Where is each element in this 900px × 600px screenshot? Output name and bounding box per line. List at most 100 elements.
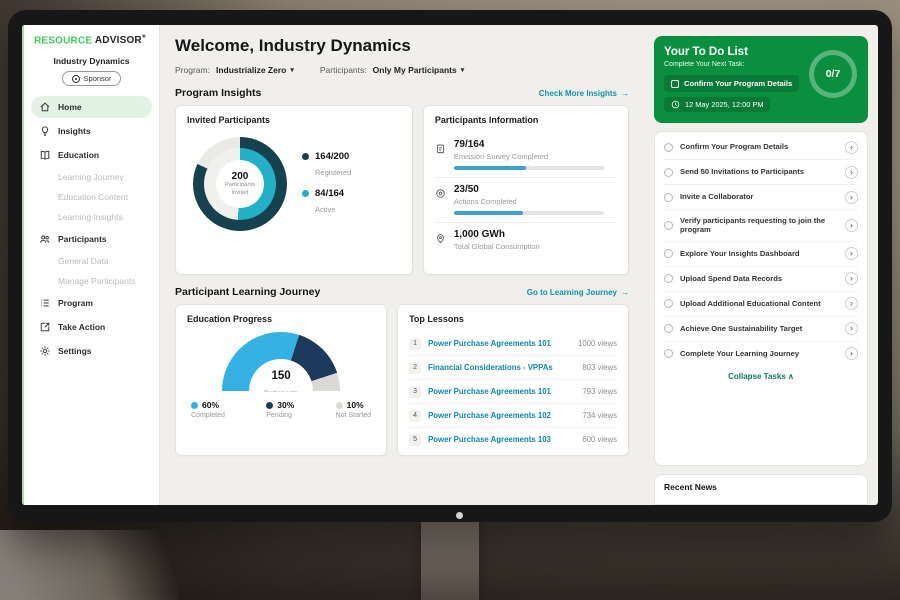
gauge-legend: 60% Completed 30% Pending 10% Not Starte… [187, 400, 375, 419]
section-title: Program Insights [175, 87, 262, 99]
power-led [456, 512, 463, 519]
sponsor-badge[interactable]: Sponsor [61, 71, 122, 87]
info-row-emission-survey: 79/164 Emission Survey Completed [434, 133, 617, 178]
clock-icon [671, 100, 680, 109]
task-item[interactable]: Send 50 Invitations to Participants › [664, 160, 858, 185]
task-item[interactable]: Explore Your Insights Dashboard › [664, 242, 858, 267]
program-filter[interactable]: Industrialize Zero ▾ [215, 65, 294, 75]
progress-bar [453, 166, 604, 170]
todo-next-task[interactable]: Confirm Your Program Details [664, 75, 800, 92]
program-insights-header: Program Insights Check More Insights → [175, 87, 629, 99]
go-to-learning-journey-link[interactable]: Go to Learning Journey → [526, 287, 629, 297]
todo-progress-ring: 0/7 [809, 50, 857, 98]
sidebar-item-manage-participants[interactable]: Manage Participants [58, 276, 136, 287]
dashboard-screen: RESOURCE ADVISOR+ Industry Dynamics Spon… [22, 25, 878, 505]
participants-filter[interactable]: Only My Participants ▾ [372, 65, 465, 75]
checkbox-icon[interactable] [664, 274, 673, 284]
chevron-right-icon[interactable]: › [845, 297, 858, 311]
checkbox-icon[interactable] [664, 349, 673, 359]
sidebar-item-program[interactable]: Program [31, 292, 152, 314]
checkbox-icon [671, 79, 679, 88]
sidebar-nav: Home Insights Education Learning Journey [31, 95, 152, 363]
legend-dot [191, 401, 198, 409]
chevron-down-icon: ▾ [290, 67, 294, 74]
sidebar-item-insights[interactable]: Insights [31, 120, 152, 142]
checkbox-icon[interactable] [664, 142, 673, 152]
people-icon [39, 233, 51, 245]
task-item[interactable]: Complete Your Learning Journey › [664, 342, 858, 366]
arrow-right-icon: → [621, 287, 629, 297]
chevron-right-icon[interactable]: › [845, 165, 858, 179]
legend-item-pending: 30% Pending [266, 400, 295, 419]
legend-item-not-started: 10% Not Started [335, 400, 372, 419]
education-gauge-chart: 150 Participants [222, 332, 341, 392]
lesson-link[interactable]: Power Purchase Agreements 101 [428, 387, 551, 396]
monitor: RESOURCE ADVISOR+ Industry Dynamics Spon… [8, 10, 892, 522]
sidebar-item-education-content[interactable]: Education Content [58, 192, 128, 203]
todo-progress-count: 0/7 [814, 55, 852, 93]
chevron-right-icon[interactable]: › [845, 190, 858, 204]
legend-dot [266, 401, 274, 409]
sidebar-item-take-action[interactable]: Take Action [31, 316, 152, 338]
org-name: Industry Dynamics [53, 56, 130, 67]
book-icon [39, 149, 51, 161]
task-item[interactable]: Invite a Collaborator › [664, 185, 858, 210]
task-item[interactable]: Upload Additional Educational Content › [664, 292, 858, 317]
clipboard-icon [435, 141, 446, 154]
checkbox-icon[interactable] [664, 324, 673, 334]
lesson-row: 3 Power Purchase Agreements 101 793 view… [409, 380, 617, 404]
lesson-link[interactable]: Power Purchase Agreements 101 [428, 339, 551, 348]
task-item[interactable]: Verify participants requesting to join t… [664, 210, 858, 242]
task-item[interactable]: Upload Spend Data Records › [664, 267, 858, 292]
task-item[interactable]: Achieve One Sustainability Target › [664, 317, 858, 342]
lesson-link[interactable]: Financial Considerations - VPPAs [428, 363, 553, 372]
lesson-link[interactable]: Power Purchase Agreements 103 [428, 435, 551, 444]
checkbox-icon[interactable] [664, 249, 673, 259]
sidebar-item-participants[interactable]: Participants [31, 228, 152, 250]
sidebar-item-learning-journey[interactable]: Learning Journey [58, 172, 124, 183]
progress-bar [453, 211, 604, 215]
checkbox-icon[interactable] [664, 220, 673, 230]
recent-news-header: Recent News [654, 474, 868, 505]
legend-item-completed: 60% Completed [191, 400, 225, 419]
card-title: Education Progress [187, 314, 273, 324]
chevron-right-icon[interactable]: › [845, 322, 858, 336]
chevron-right-icon[interactable]: › [845, 218, 858, 232]
checkbox-icon[interactable] [664, 299, 673, 309]
sidebar-item-general-data[interactable]: General Data [58, 256, 109, 267]
sidebar-item-settings[interactable]: Settings [31, 340, 152, 362]
lesson-row: 5 Power Purchase Agreements 103 600 view… [409, 428, 617, 451]
chevron-right-icon[interactable]: › [845, 247, 858, 261]
app-logo: RESOURCE ADVISOR+ [31, 34, 152, 46]
card-title: Participants Information [434, 115, 539, 125]
filter-bar: Program: Industrialize Zero ▾ Participan… [175, 65, 629, 75]
participants-information-card: Participants Information 79/164 Emission… [422, 105, 629, 275]
section-title: Participant Learning Journey [175, 286, 321, 298]
sidebar-item-learning-insights[interactable]: Learning Insights [58, 212, 123, 223]
chevron-right-icon[interactable]: › [845, 347, 858, 361]
collapse-tasks-link[interactable]: Collapse Tasks ∧ [728, 371, 794, 381]
lesson-row: 4 Power Purchase Agreements 102 734 view… [409, 404, 617, 428]
donut-center-label: 200 Participants Invited [216, 160, 264, 208]
program-filter-label: Program: [175, 65, 210, 75]
checkbox-icon[interactable] [664, 192, 673, 202]
chevron-down-icon: ▾ [460, 67, 465, 74]
chevron-right-icon[interactable]: › [845, 140, 858, 154]
lesson-link[interactable]: Power Purchase Agreements 102 [428, 411, 551, 420]
chevron-up-icon: ∧ [788, 371, 794, 381]
legend-item-registered: 164/200 Registered [302, 151, 351, 180]
card-title: Top Lessons [409, 314, 464, 324]
education-progress-card: Education Progress 150 Participants 60% [175, 304, 388, 456]
sidebar: RESOURCE ADVISOR+ Industry Dynamics Spon… [22, 25, 160, 505]
chevron-right-icon[interactable]: › [845, 272, 858, 286]
legend-dot [302, 153, 309, 160]
check-more-insights-link[interactable]: Check More Insights → [538, 88, 629, 98]
tasks-list: Confirm Your Program Details › Send 50 I… [654, 131, 868, 466]
sidebar-item-home[interactable]: Home [31, 96, 152, 119]
task-item[interactable]: Confirm Your Program Details › [664, 135, 858, 160]
sidebar-item-education[interactable]: Education [31, 144, 152, 166]
home-icon [39, 101, 51, 113]
main-content: Welcome, Industry Dynamics Program: Indu… [160, 25, 644, 505]
checkbox-icon[interactable] [664, 167, 673, 177]
